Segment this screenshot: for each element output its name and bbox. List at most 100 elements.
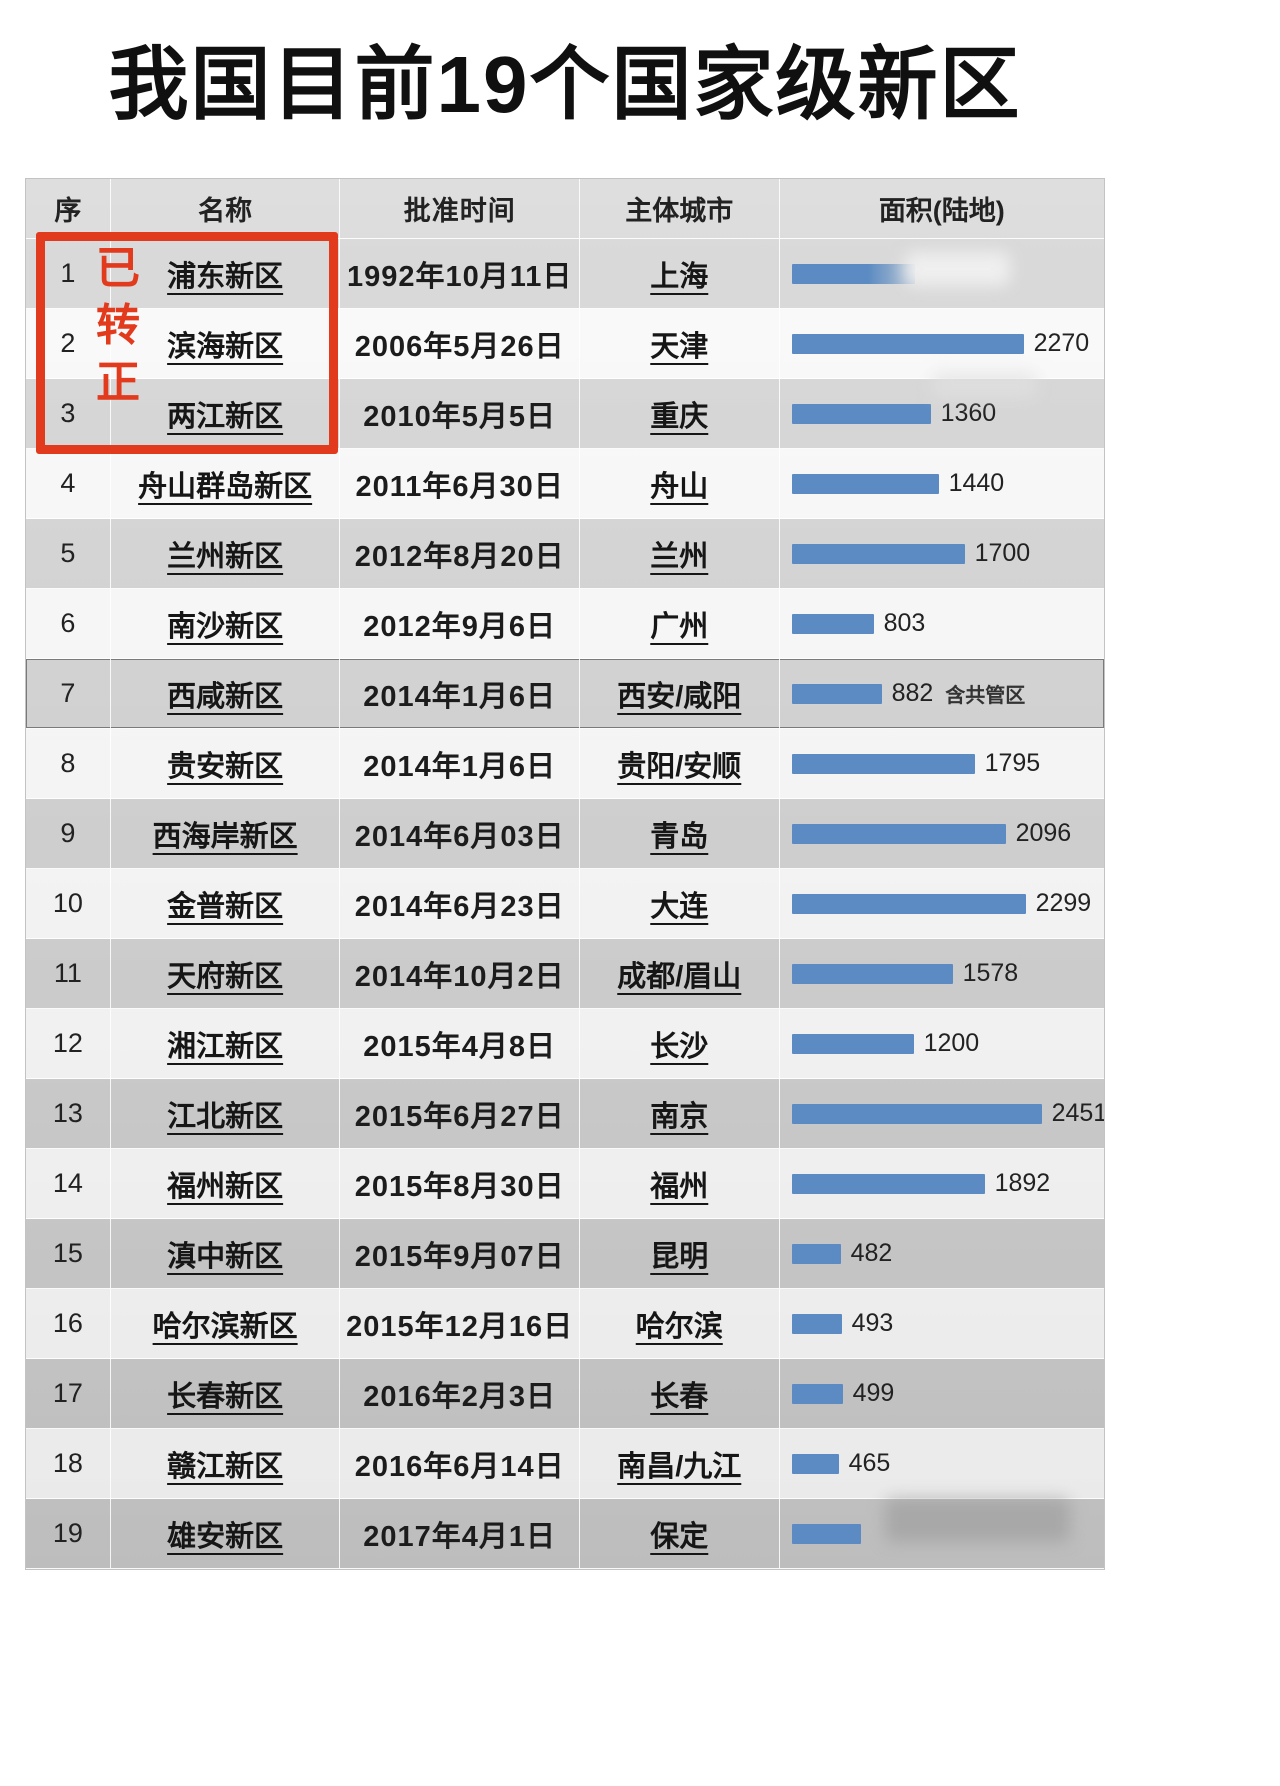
table-row: 17 长春新区 2016年2月3日 长春 499 <box>26 1359 1104 1429</box>
area-name-link[interactable]: 哈尔滨新区 <box>152 1310 298 1343</box>
area-bar <box>791 683 882 704</box>
area-name-link[interactable]: 滨海新区 <box>167 330 284 363</box>
area-name-cell: 兰州新区 <box>111 519 341 588</box>
area-bar <box>791 893 1026 914</box>
area-name-link[interactable]: 滇中新区 <box>167 1240 284 1273</box>
city-cell: 贵阳/安顺 <box>580 729 780 798</box>
area-cell: 493 <box>780 1289 1104 1358</box>
header-name: 名称 <box>111 179 341 238</box>
row-number: 5 <box>26 519 111 588</box>
area-value: 493 <box>851 1309 894 1337</box>
area-bar <box>791 263 915 284</box>
area-bar <box>791 1453 839 1474</box>
area-bar <box>791 1313 842 1334</box>
city-cell: 长沙 <box>580 1009 780 1078</box>
city-link[interactable]: 兰州 <box>650 540 709 573</box>
area-name-link[interactable]: 南沙新区 <box>167 610 284 643</box>
approval-date: 2015年9月07日 <box>340 1219 580 1288</box>
area-name-link[interactable]: 兰州新区 <box>167 540 284 573</box>
city-link[interactable]: 天津 <box>650 330 709 363</box>
city-link[interactable]: 保定 <box>650 1520 709 1553</box>
city-link[interactable]: 重庆 <box>650 400 709 433</box>
city-link[interactable]: 长沙 <box>650 1030 709 1063</box>
approval-date: 2006年5月26日 <box>340 309 580 378</box>
area-name-link[interactable]: 长春新区 <box>167 1380 284 1413</box>
table-row: 2 滨海新区 2006年5月26日 天津 2270 <box>26 309 1104 379</box>
area-name-link[interactable]: 西海岸新区 <box>152 820 298 853</box>
area-value: 2270 <box>1033 329 1090 357</box>
area-name-link[interactable]: 贵安新区 <box>167 750 284 783</box>
area-name-link[interactable]: 雄安新区 <box>167 1520 284 1553</box>
approval-date: 2011年6月30日 <box>340 449 580 518</box>
area-name-link[interactable]: 天府新区 <box>167 960 284 993</box>
area-cell: 1360 <box>780 379 1104 448</box>
area-name-link[interactable]: 福州新区 <box>167 1170 284 1203</box>
area-name-cell: 滇中新区 <box>111 1219 341 1288</box>
area-name-link[interactable]: 浦东新区 <box>167 260 284 293</box>
city-link[interactable]: 成都/眉山 <box>617 960 742 993</box>
area-bar <box>791 1103 1042 1124</box>
table-row: 10 金普新区 2014年6月23日 大连 2299 <box>26 869 1104 939</box>
area-cell: 2299 <box>780 869 1104 938</box>
area-name-cell: 江北新区 <box>111 1079 341 1148</box>
city-link[interactable]: 南京 <box>650 1100 709 1133</box>
area-value: 803 <box>883 609 926 637</box>
city-link[interactable]: 大连 <box>650 890 709 923</box>
area-bar <box>791 1173 985 1194</box>
city-cell: 福州 <box>580 1149 780 1218</box>
area-name-link[interactable]: 西咸新区 <box>167 680 284 713</box>
area-name-link[interactable]: 金普新区 <box>167 890 284 923</box>
area-cell: 2451 <box>780 1079 1104 1148</box>
city-link[interactable]: 舟山 <box>650 470 709 503</box>
new-areas-table: 序 名称 批准时间 主体城市 面积(陆地) 1 浦东新区 1992年10月11日… <box>25 178 1105 1570</box>
area-bar <box>791 1033 914 1054</box>
city-link[interactable]: 贵阳/安顺 <box>617 750 742 783</box>
city-link[interactable]: 南昌/九江 <box>617 1450 742 1483</box>
area-name-link[interactable]: 两江新区 <box>167 400 284 433</box>
area-name-link[interactable]: 湘江新区 <box>167 1030 284 1063</box>
area-bar <box>791 823 1006 844</box>
area-name-cell: 西咸新区 <box>111 659 341 728</box>
area-value: 482 <box>850 1239 893 1267</box>
city-link[interactable]: 哈尔滨 <box>635 1310 723 1343</box>
approval-date: 2015年8月30日 <box>340 1149 580 1218</box>
area-name-link[interactable]: 舟山群岛新区 <box>138 470 313 503</box>
row-number: 9 <box>26 799 111 868</box>
table-row: 1 浦东新区 1992年10月11日 上海 <box>26 239 1104 309</box>
row-number: 8 <box>26 729 111 798</box>
area-bar <box>791 963 953 984</box>
area-value: 1360 <box>940 399 997 427</box>
city-link[interactable]: 长春 <box>650 1380 709 1413</box>
table-row: 13 江北新区 2015年6月27日 南京 2451 <box>26 1079 1104 1149</box>
area-name-cell: 福州新区 <box>111 1149 341 1218</box>
city-cell: 南昌/九江 <box>580 1429 780 1498</box>
area-name-link[interactable]: 赣江新区 <box>167 1450 284 1483</box>
area-name-cell: 长春新区 <box>111 1359 341 1428</box>
area-cell: 482 <box>780 1219 1104 1288</box>
approval-date: 2016年6月14日 <box>340 1429 580 1498</box>
city-link[interactable]: 福州 <box>650 1170 709 1203</box>
row-number: 19 <box>26 1499 111 1568</box>
table-body: 1 浦东新区 1992年10月11日 上海 2 滨海新区 2006年5月26日 … <box>26 239 1104 1569</box>
city-cell: 哈尔滨 <box>580 1289 780 1358</box>
table-row: 6 南沙新区 2012年9月6日 广州 803 <box>26 589 1104 659</box>
city-link[interactable]: 西安/咸阳 <box>617 680 742 713</box>
row-number: 4 <box>26 449 111 518</box>
area-value: 1892 <box>994 1169 1051 1197</box>
area-value: 465 <box>848 1449 891 1477</box>
approval-date: 2012年8月20日 <box>340 519 580 588</box>
row-number: 10 <box>26 869 111 938</box>
city-link[interactable]: 上海 <box>650 260 709 293</box>
city-link[interactable]: 青岛 <box>650 820 709 853</box>
area-name-cell: 南沙新区 <box>111 589 341 658</box>
city-cell: 青岛 <box>580 799 780 868</box>
area-value: 882 <box>891 679 934 707</box>
city-link[interactable]: 昆明 <box>650 1240 709 1273</box>
city-link[interactable]: 广州 <box>650 610 709 643</box>
area-value: 1700 <box>974 539 1031 567</box>
area-name-link[interactable]: 江北新区 <box>167 1100 284 1133</box>
city-cell: 重庆 <box>580 379 780 448</box>
area-cell <box>780 239 1104 308</box>
approval-date: 2015年12月16日 <box>340 1289 580 1358</box>
area-name-cell: 贵安新区 <box>111 729 341 798</box>
